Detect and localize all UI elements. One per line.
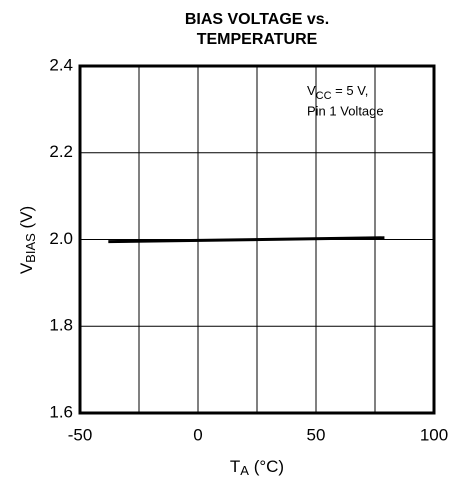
x-tick-label: 100 bbox=[420, 425, 448, 444]
x-label-suffix: (°C) bbox=[249, 457, 284, 476]
annotation: VCC = 5 V, bbox=[307, 83, 368, 101]
x-tick-label: 50 bbox=[307, 425, 326, 444]
annotation-main: V bbox=[307, 83, 316, 98]
y-tick-label: 1.8 bbox=[49, 316, 73, 335]
data-line bbox=[108, 236, 385, 244]
annotation-sub: CC bbox=[316, 90, 332, 102]
x-label-main: T bbox=[230, 457, 240, 476]
y-label-suffix: (V) bbox=[17, 206, 36, 233]
annotation: Pin 1 Voltage bbox=[307, 103, 384, 118]
x-label-sub: A bbox=[240, 463, 249, 478]
y-tick-label: 1.6 bbox=[49, 402, 73, 421]
y-tick-label: 2.0 bbox=[49, 229, 73, 248]
annotation-suffix: = 5 V, bbox=[332, 83, 369, 98]
chart-title: TEMPERATURE bbox=[197, 31, 318, 48]
y-tick-label: 2.2 bbox=[49, 142, 73, 161]
chart-title: BIAS VOLTAGE vs. bbox=[185, 11, 329, 28]
x-tick-label: 0 bbox=[193, 425, 202, 444]
plot-frame bbox=[78, 64, 436, 415]
y-axis-label: VBIAS (V) bbox=[17, 206, 38, 274]
x-axis-label: TA (°C) bbox=[230, 457, 284, 478]
y-label-main: V bbox=[17, 262, 36, 274]
y-label-sub: BIAS bbox=[23, 233, 38, 263]
x-tick-label: -50 bbox=[68, 425, 93, 444]
y-tick-label: 2.4 bbox=[49, 55, 73, 74]
